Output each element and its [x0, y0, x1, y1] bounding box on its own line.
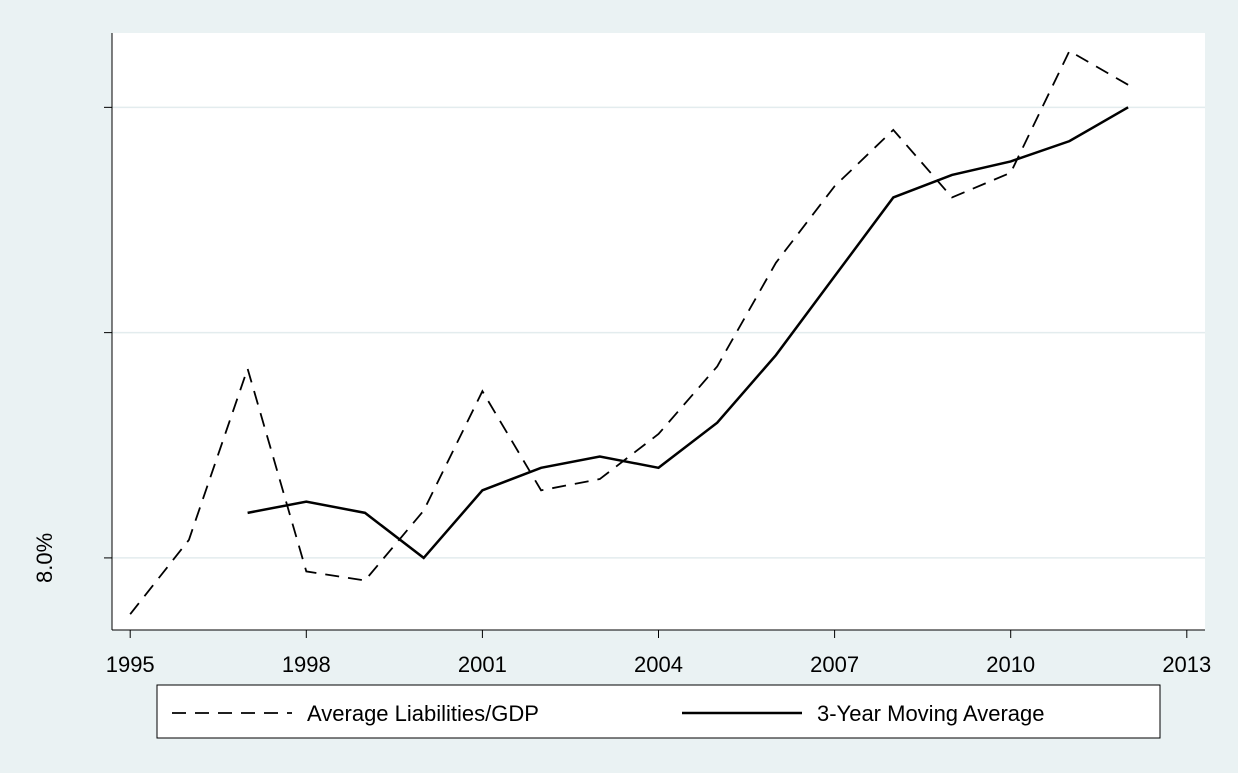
x-tick-label: 1995	[106, 652, 155, 677]
x-tick-label: 2001	[458, 652, 507, 677]
x-tick-label: 2007	[810, 652, 859, 677]
series-line	[129, 49, 1129, 615]
y-tick-label: 8.0%	[32, 533, 57, 583]
legend-label: 3-Year Moving Average	[817, 701, 1045, 726]
x-tick-label: 2004	[634, 652, 683, 677]
legend-label: Average Liabilities/GDP	[307, 701, 539, 726]
x-tick-label: 2013	[1162, 652, 1211, 677]
plot-area	[112, 33, 1205, 630]
series-line	[247, 106, 1129, 560]
x-tick-label: 1998	[282, 652, 331, 677]
legend	[156, 684, 1161, 739]
x-tick-label: 2010	[986, 652, 1035, 677]
